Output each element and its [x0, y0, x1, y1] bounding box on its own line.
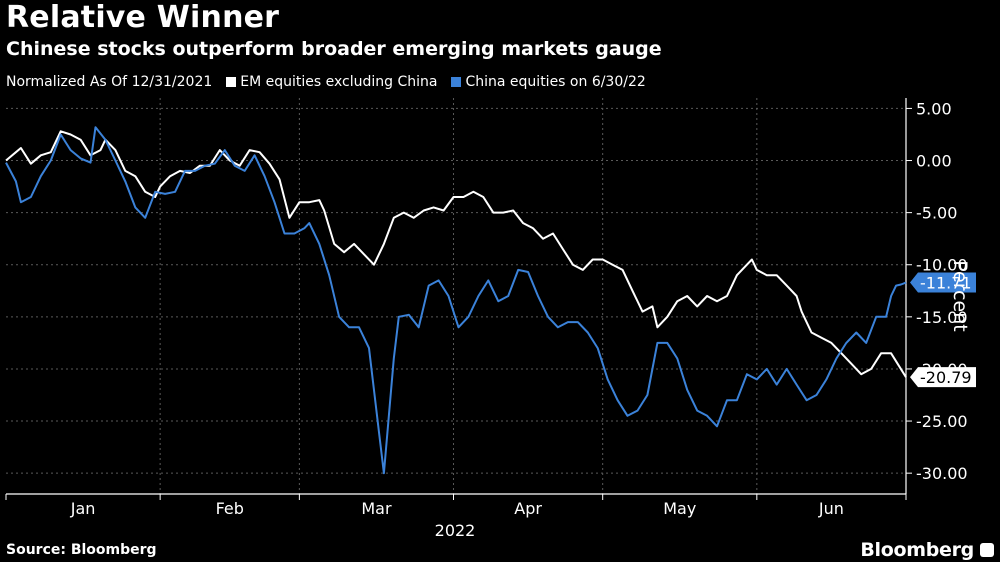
end-label-tag-em	[910, 367, 976, 388]
y-axis-label: Percent	[949, 260, 971, 332]
end-label-china: -11.71	[920, 274, 972, 293]
x-tick-label: Mar	[361, 499, 392, 518]
y-tick-label: 0.00	[916, 152, 952, 171]
y-tick-label: -5.00	[916, 204, 957, 223]
end-label-em: -20.79	[920, 368, 972, 387]
legend: Normalized As Of 12/31/2021 EM equities …	[6, 74, 660, 90]
y-tick-label: -30.00	[916, 464, 968, 483]
x-axis-year-label: 2022	[435, 521, 476, 540]
x-tick-label: May	[663, 499, 696, 518]
end-label-tag-china	[910, 272, 976, 293]
brand-logo-icon	[980, 543, 994, 557]
legend-label-em: EM equities excluding China	[240, 74, 438, 90]
x-tick-label: Jan	[70, 499, 96, 518]
y-tick-label: 5.00	[916, 99, 952, 118]
legend-swatch-em	[226, 77, 237, 87]
x-tick-label: Apr	[514, 499, 542, 518]
brand-logo-text: Bloomberg	[860, 539, 974, 561]
legend-item-em: EM equities excluding China	[226, 74, 437, 90]
y-tick-label: -10.00	[916, 256, 968, 275]
x-tick-label: Feb	[216, 499, 244, 518]
series-line-china	[5, 126, 907, 475]
legend-note: Normalized As Of 12/31/2021	[6, 74, 213, 90]
legend-swatch-china	[451, 77, 462, 87]
y-tick-label: -15.00	[916, 308, 968, 327]
legend-label-china: China equities on 6/30/22	[465, 74, 646, 90]
source-note: Source: Bloomberg	[6, 542, 157, 558]
legend-item-china: China equities on 6/30/22	[451, 74, 646, 90]
y-tick-label: -25.00	[916, 412, 968, 431]
x-tick-label: Jun	[818, 499, 844, 518]
chart-subtitle: Chinese stocks outperform broader emergi…	[6, 38, 662, 60]
chart-title: Relative Winner	[6, 0, 280, 35]
series-line-em	[5, 130, 907, 378]
